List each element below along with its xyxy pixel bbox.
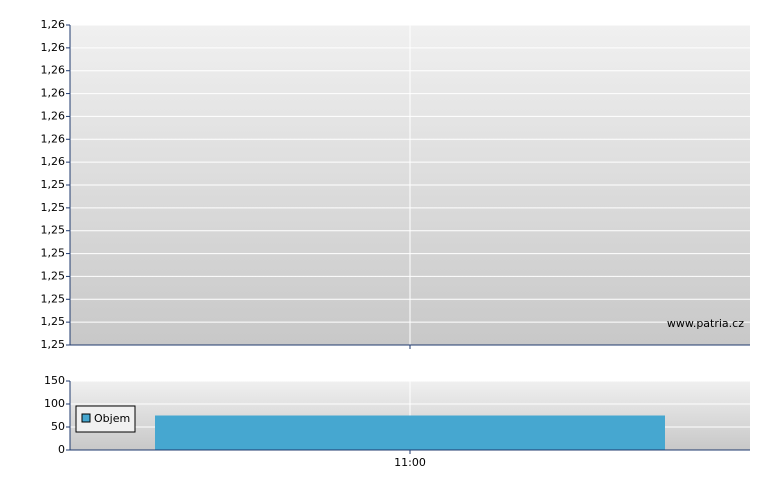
y-tick-label: 1,26 [41,87,66,100]
y-tick-label: 1,26 [41,132,66,145]
y-tick-label: 1,25 [41,224,66,237]
y-tick-label: 1,26 [41,109,66,122]
y-tick-label: 1,25 [41,178,66,191]
watermark: www.patria.cz [667,317,744,330]
legend: Objem [75,405,136,433]
y-tick-label: 1,25 [41,201,66,214]
y-tick-label: 150 [44,374,65,387]
y-tick-label: 1,26 [41,64,66,77]
y-tick-label: 1,25 [41,247,66,260]
y-tick-label: 1,25 [41,292,66,305]
y-tick-label: 1,26 [41,41,66,54]
legend-label: Objem [94,412,130,425]
y-tick-label: 1,26 [41,18,66,31]
x-tick-label: 11:00 [394,456,426,469]
y-tick-label: 50 [51,420,65,433]
bar [155,415,665,450]
y-tick-label: 1,25 [41,315,66,328]
y-tick-label: 1,25 [41,269,66,282]
legend-swatch [81,413,91,423]
y-tick-label: 1,26 [41,155,66,168]
y-tick-label: 0 [58,443,65,456]
y-tick-label: 100 [44,397,65,410]
y-tick-label: 1,25 [41,338,66,351]
